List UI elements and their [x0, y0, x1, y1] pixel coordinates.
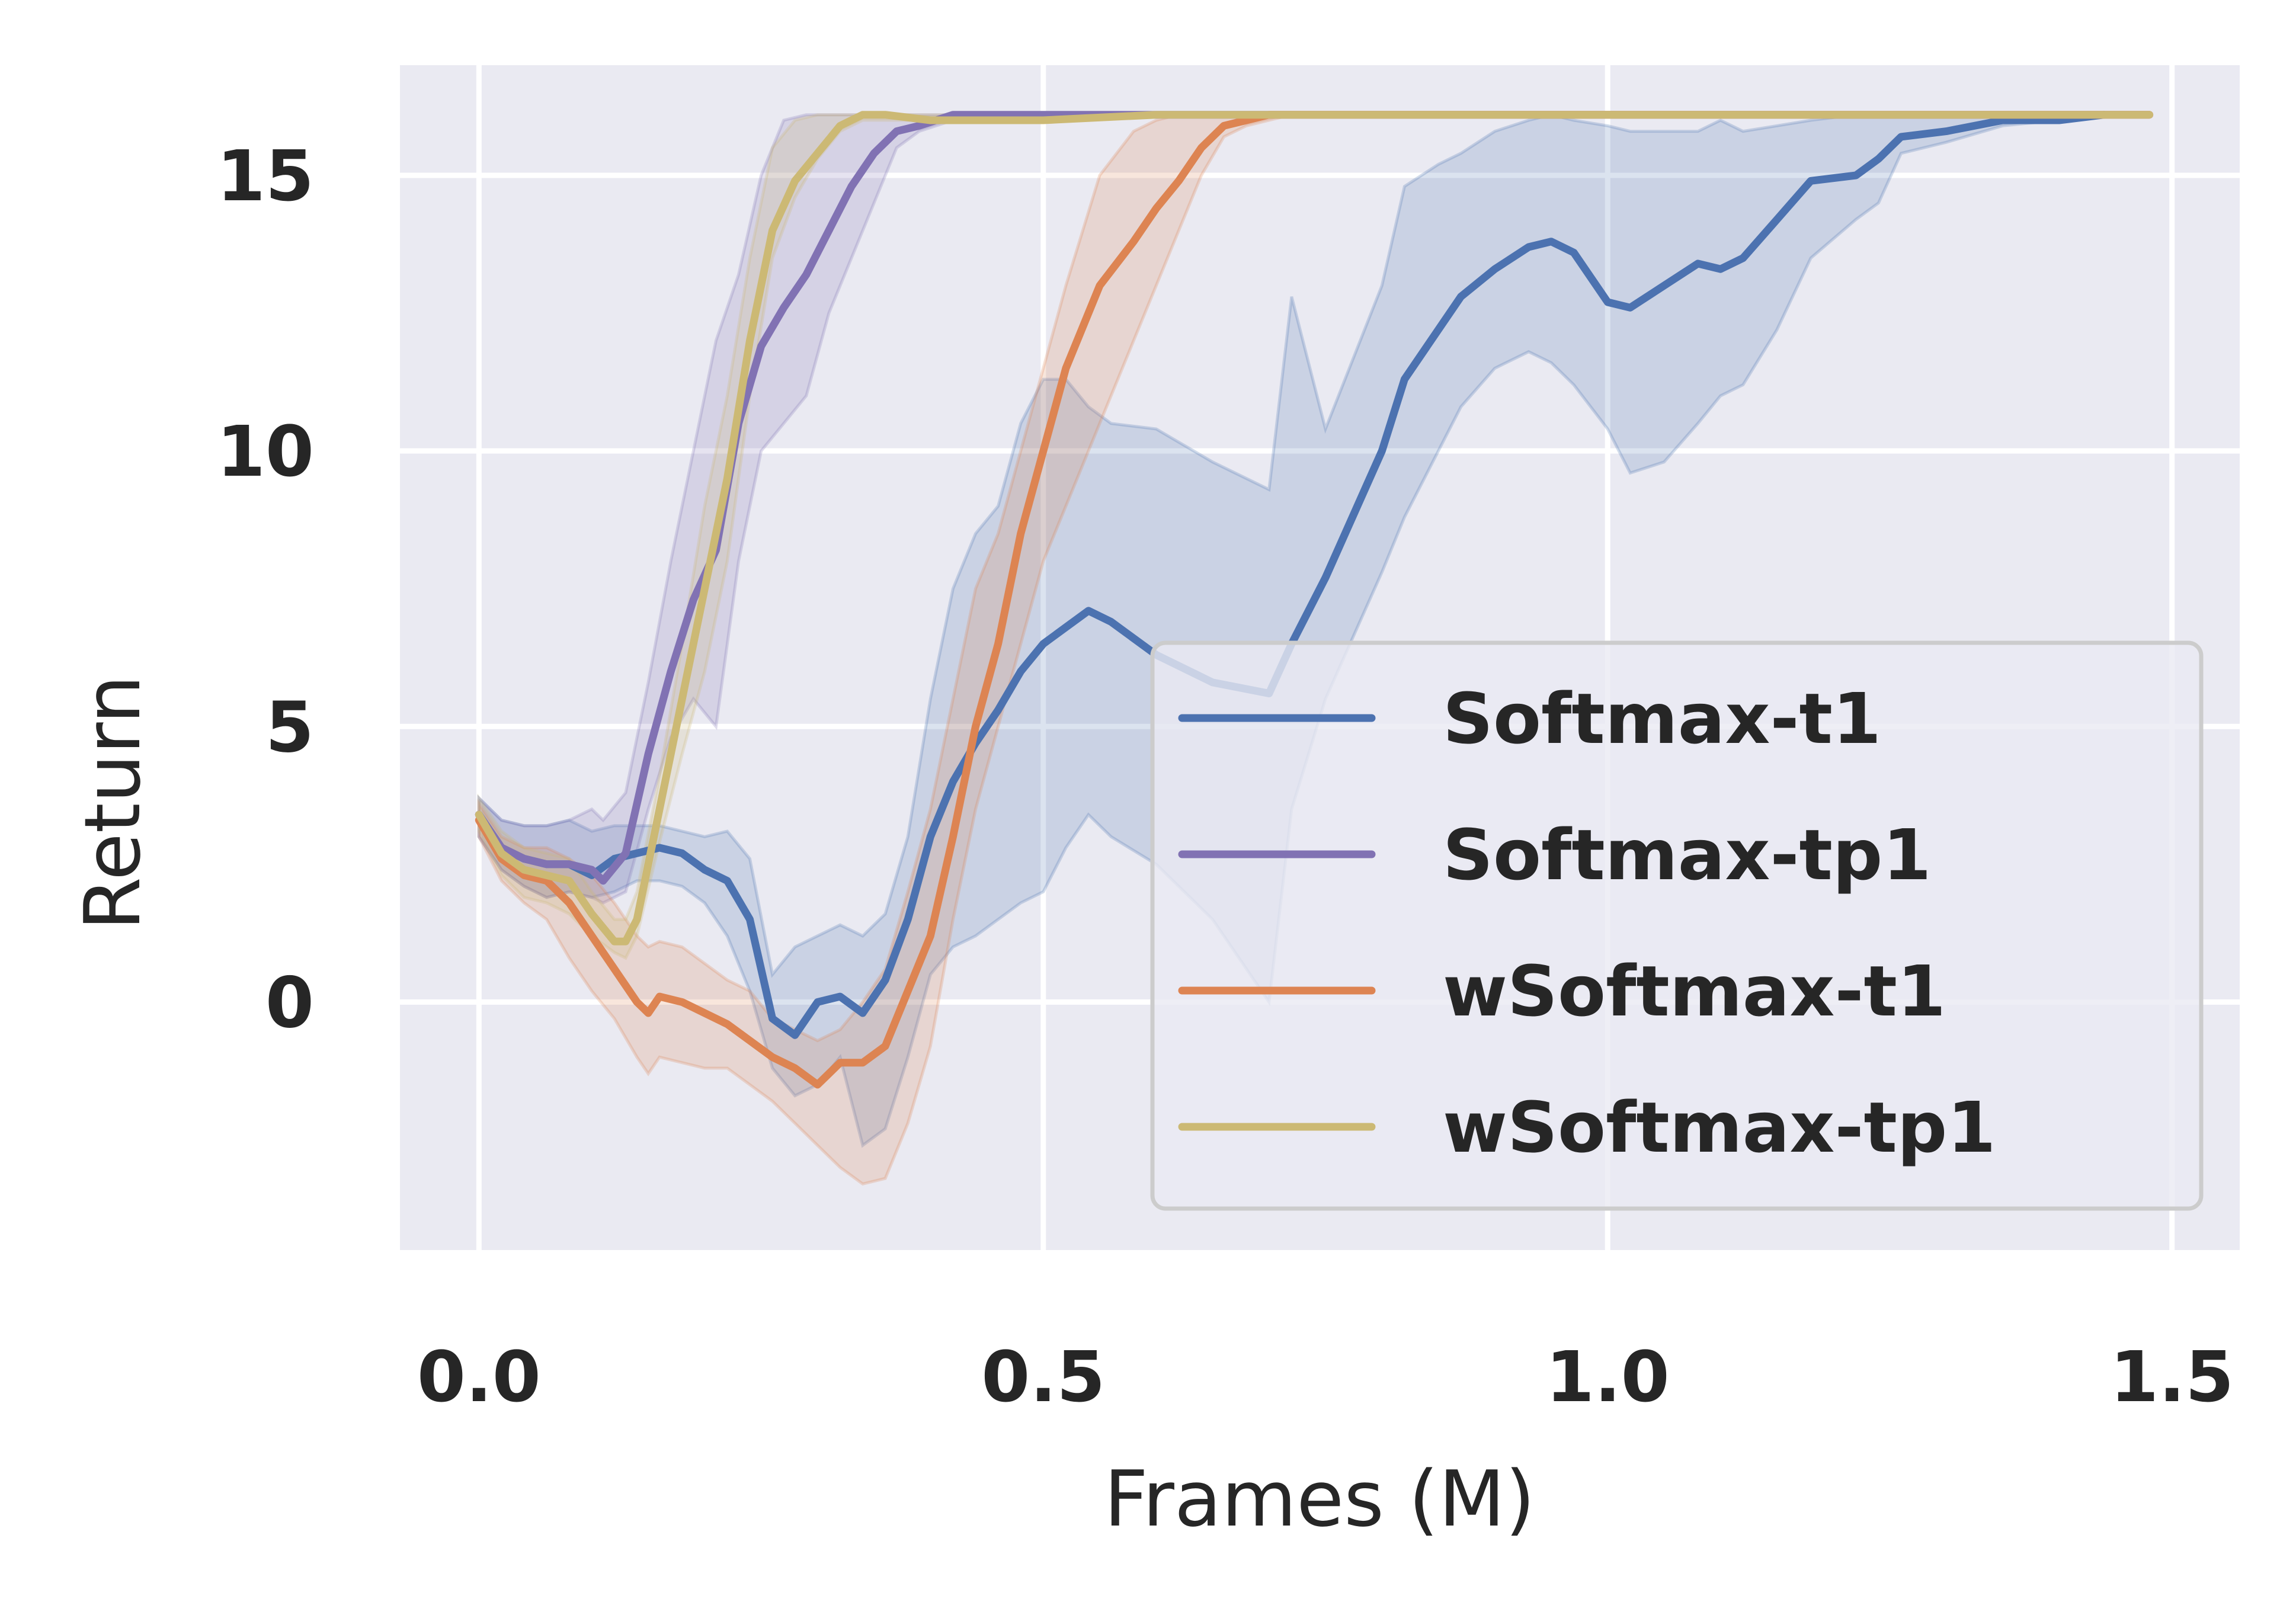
y-tick-label: 0 [265, 962, 314, 1043]
legend-box [1150, 640, 2204, 1211]
y-tick-label: 5 [265, 686, 314, 768]
y-axis-label: Return [68, 675, 158, 930]
x-tick-label: 0.0 [417, 1336, 541, 1418]
legend: Softmax-t1 Softmax-tp1 wSoftmax-t1 wSoftmax… [1150, 640, 2204, 1211]
series-lines [475, 111, 2154, 1089]
legend-label: Softmax-tp1 [1443, 814, 1931, 896]
y-tick-label: 10 [217, 411, 314, 492]
series-line-wsoftmax-t1 [475, 111, 2154, 1089]
legend-label: wSoftmax-t1 [1443, 950, 1946, 1032]
legend-label: wSoftmax-tp1 [1443, 1087, 1996, 1168]
x-tick-label: 0.5 [981, 1336, 1105, 1418]
x-axis-label: Frames (M) [1104, 1454, 1535, 1544]
x-tick-label: 1.0 [1546, 1336, 1670, 1418]
y-tick-label: 15 [217, 135, 314, 217]
x-tick-label: 1.5 [2110, 1336, 2234, 1418]
series-line-softmax-t1 [475, 111, 2108, 1039]
y-tick-labels: 0 5 10 15 [217, 135, 314, 1043]
series-line-wsoftmax-tp1 [475, 111, 2154, 946]
legend-label: Softmax-t1 [1443, 678, 1881, 760]
x-tick-labels: 0.0 0.5 1.0 1.5 [417, 1336, 2234, 1418]
